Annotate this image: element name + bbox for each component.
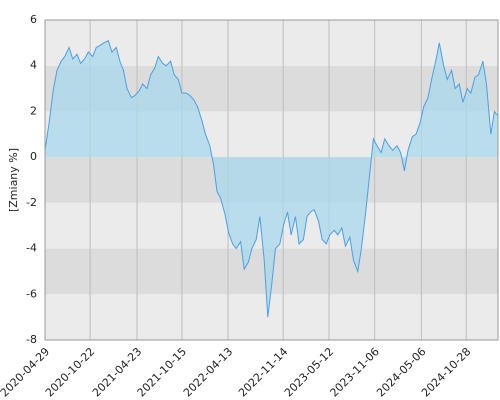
y-tick-label: -8 <box>26 333 37 346</box>
y-tick-label: 6 <box>30 13 37 26</box>
background-band <box>45 294 498 340</box>
background-band <box>45 20 498 66</box>
x-tick-label: 2023-11-06 <box>328 345 382 399</box>
y-tick-label: 2 <box>30 104 37 117</box>
y-tick-label: -6 <box>26 287 37 300</box>
y-tick-label: -2 <box>26 196 37 209</box>
line <box>44 39 499 318</box>
y-tick-label: 0 <box>30 150 37 163</box>
y-axis-label: [Zmiany %] <box>7 148 20 212</box>
plot-border <box>44 19 499 341</box>
area <box>45 40 498 318</box>
x-tick-label: 2022-04-13 <box>181 345 235 399</box>
y-tick-label: -4 <box>26 242 37 255</box>
y-tick-label: 4 <box>30 59 37 72</box>
